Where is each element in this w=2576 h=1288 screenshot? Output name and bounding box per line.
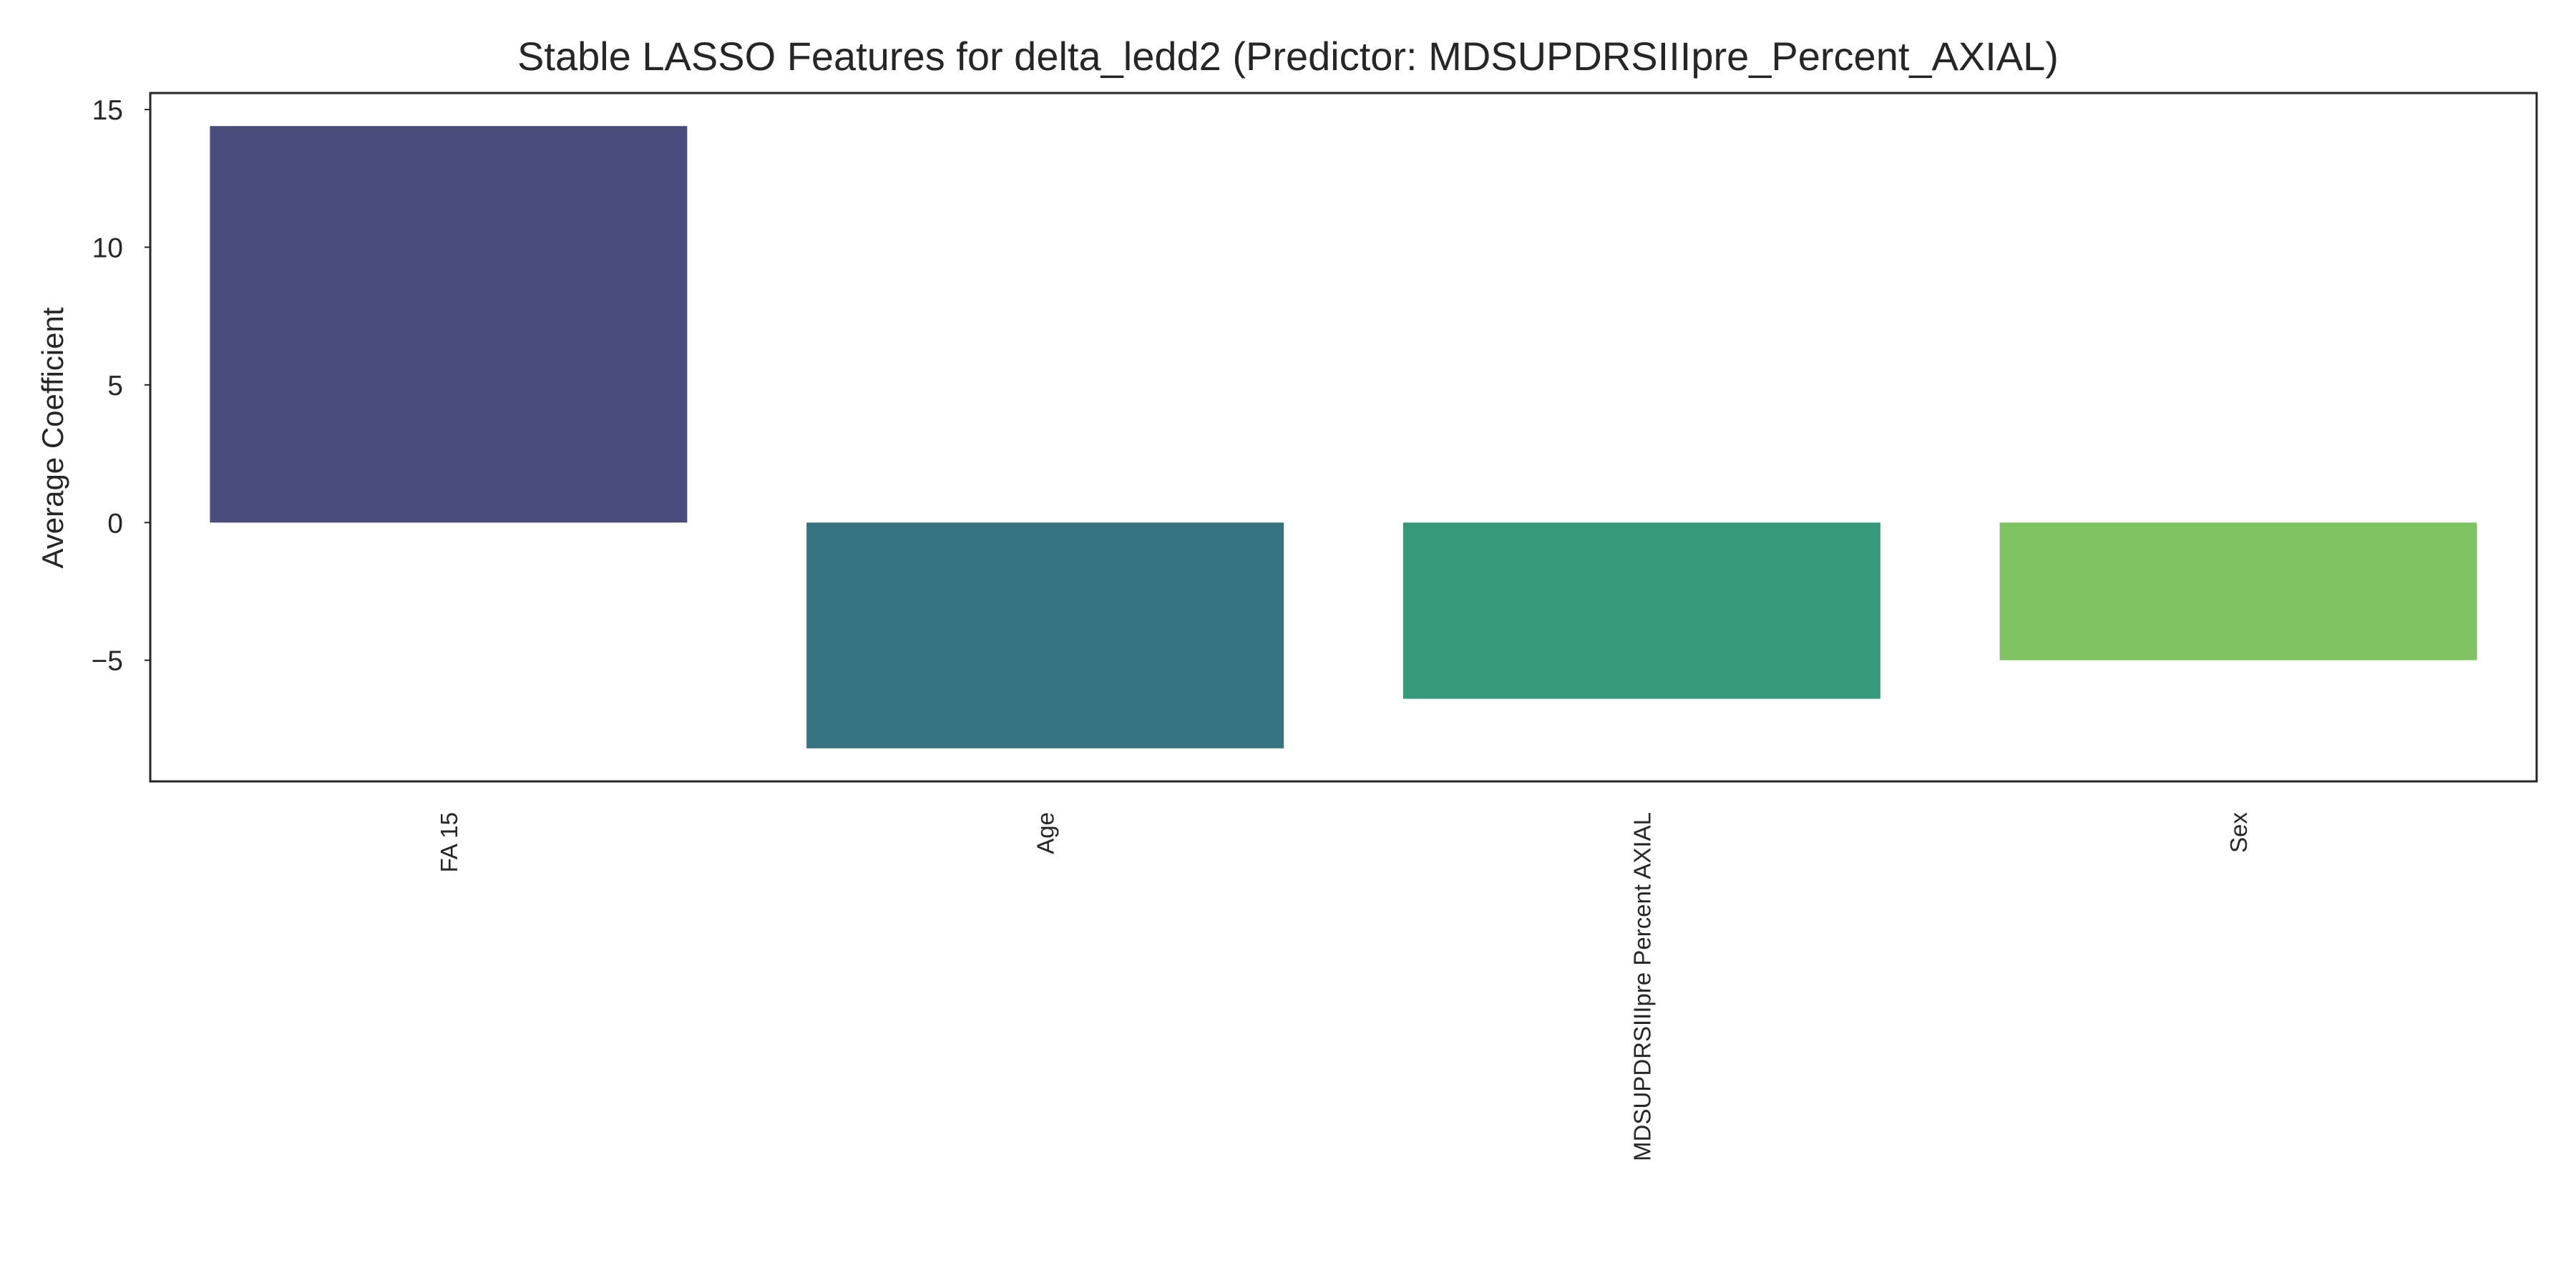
bar-1 [806,522,1284,748]
bar-2 [1402,522,1880,699]
bars-layer [210,126,2477,748]
y-tick-label: −5 [92,646,123,677]
x-tick-label: Sex [2225,812,2252,853]
y-tick-label: 15 [92,95,123,126]
x-tick-label: MDSUPDRSIIIpre Percent AXIAL [1629,812,1655,1161]
y-tick-label: 5 [107,371,123,401]
plot-area-frame [149,92,2538,783]
x-tick-label: FA 15 [436,812,462,872]
x-axis-ticks: FA 15 Age MDSUPDRSIIIpre Percent AXIAL Sex [436,812,2252,1161]
chart-title: Stable LASSO Features for delta_ledd2 (P… [517,34,2059,79]
bar-0 [210,126,688,523]
x-tick-label: Age [1033,812,1059,854]
y-tick-label: 0 [107,508,123,539]
y-axis-label: Average Coefficient [36,307,69,568]
bar-3 [1999,522,2477,660]
y-axis-ticks: −5 0 5 10 15 [92,95,150,677]
y-tick-label: 10 [92,233,123,263]
